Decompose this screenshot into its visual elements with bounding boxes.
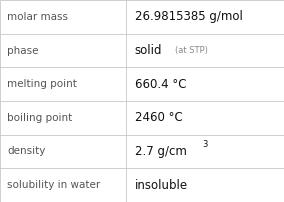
Text: melting point: melting point (7, 79, 77, 89)
Text: 3: 3 (202, 140, 207, 149)
Text: molar mass: molar mass (7, 12, 68, 22)
Text: boiling point: boiling point (7, 113, 72, 123)
Text: 2460 °C: 2460 °C (135, 111, 183, 124)
Text: density: density (7, 146, 45, 157)
Text: 660.4 °C: 660.4 °C (135, 78, 186, 91)
Text: insoluble: insoluble (135, 179, 188, 192)
Text: phase: phase (7, 45, 39, 56)
Text: 2.7 g/cm: 2.7 g/cm (135, 145, 187, 158)
Text: (at STP): (at STP) (175, 46, 208, 55)
Text: solid: solid (135, 44, 162, 57)
Text: 26.9815385 g/mol: 26.9815385 g/mol (135, 10, 243, 23)
Text: solubility in water: solubility in water (7, 180, 100, 190)
